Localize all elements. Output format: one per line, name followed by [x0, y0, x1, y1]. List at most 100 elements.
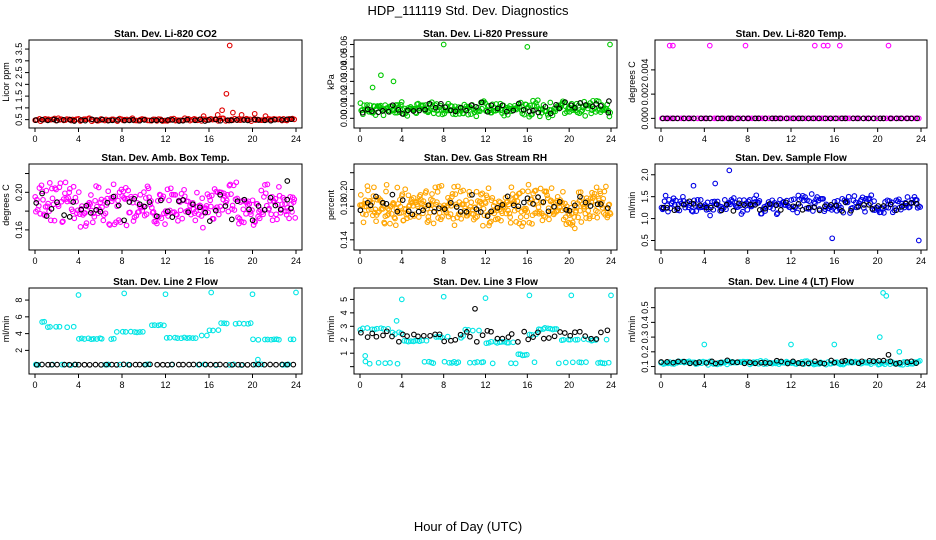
data-point [831, 341, 838, 348]
data-point [404, 333, 410, 339]
data-point [866, 201, 872, 208]
data-point [511, 207, 518, 214]
data-point [690, 182, 697, 189]
data-point [44, 117, 51, 124]
data-point [766, 201, 773, 207]
data-point [136, 361, 143, 368]
y-tick-label: 2 [14, 348, 24, 353]
data-point [102, 210, 109, 217]
y-axis-label: degrees C [627, 61, 637, 103]
data-point [246, 206, 252, 213]
data-point [362, 358, 369, 365]
data-point [553, 101, 559, 108]
x-tick-label: 16 [829, 134, 839, 144]
data-point [380, 199, 386, 206]
data-point [155, 322, 162, 329]
data-point [387, 360, 393, 366]
data-point [40, 196, 46, 203]
y-axis-label: ml/min [326, 316, 336, 343]
data-point [467, 359, 473, 366]
data-point [503, 108, 510, 115]
data-point [420, 332, 427, 339]
data-point [865, 115, 872, 122]
data-point [78, 335, 85, 342]
data-point [755, 115, 762, 122]
data-point [816, 115, 822, 122]
y-tick-label: 0.20 [339, 181, 349, 199]
data-point [143, 211, 150, 218]
data-point [913, 360, 920, 366]
x-tick-label: 8 [119, 256, 124, 266]
data-point [54, 199, 60, 206]
data-point [94, 117, 100, 123]
data-point [51, 217, 58, 224]
data-point [848, 359, 855, 365]
y-tick-label: 0.5 [640, 301, 650, 314]
series-magenta [659, 42, 922, 122]
data-point [393, 318, 400, 324]
data-point [125, 187, 132, 194]
data-point [712, 360, 719, 367]
data-point [480, 359, 487, 365]
x-tick-label: 20 [564, 256, 574, 266]
data-point [44, 324, 51, 330]
data-point [777, 207, 784, 213]
data-point [805, 204, 812, 211]
data-point [290, 199, 297, 205]
data-point [367, 202, 374, 209]
x-axis: 0 4 8 12 16 20 24 [32, 373, 301, 390]
data-point [75, 292, 82, 298]
data-point [288, 116, 295, 123]
data-point [526, 219, 533, 226]
data-point [361, 203, 368, 210]
y-axis-label: ml/min [627, 316, 637, 343]
data-point [160, 193, 167, 200]
y-tick-label: 0.05 [339, 48, 349, 66]
data-point [854, 115, 861, 122]
data-point [382, 360, 389, 367]
data-point [410, 195, 417, 201]
data-point [778, 358, 785, 365]
data-point [818, 115, 825, 122]
x-tick-label: 4 [702, 380, 707, 390]
data-point [827, 204, 834, 210]
data-point [176, 118, 182, 124]
data-point [74, 210, 80, 217]
data-point [231, 207, 238, 213]
data-point [380, 112, 387, 119]
data-point [777, 115, 784, 122]
data-point [724, 357, 731, 364]
y-tick-label: 0.002 [640, 83, 650, 106]
x-tick-label: 4 [399, 256, 404, 266]
data-point [908, 200, 915, 206]
data-point [569, 219, 576, 226]
data-point [51, 116, 57, 123]
y-tick-label: 0.3 [640, 331, 650, 344]
data-point [489, 360, 496, 367]
data-point [59, 219, 66, 225]
data-point [284, 204, 291, 211]
data-point [394, 360, 401, 367]
data-point [523, 213, 530, 220]
data-point [744, 206, 751, 213]
data-point [358, 329, 364, 336]
data-point [432, 104, 439, 111]
data-point [741, 360, 748, 367]
data-point [48, 206, 55, 212]
data-point [693, 208, 700, 214]
data-point [458, 215, 465, 222]
data-point [599, 360, 606, 366]
x-tick-label: 4 [76, 134, 81, 144]
data-point [208, 203, 214, 210]
data-point [453, 204, 460, 210]
data-point [587, 203, 594, 209]
data-point [206, 117, 212, 123]
data-point [540, 199, 547, 205]
series-black [33, 361, 297, 368]
y-tick-label: 0.02 [339, 85, 349, 103]
x-tick-label: 24 [916, 134, 926, 144]
data-point [752, 360, 759, 367]
data-point [521, 328, 528, 335]
data-point [908, 358, 915, 365]
